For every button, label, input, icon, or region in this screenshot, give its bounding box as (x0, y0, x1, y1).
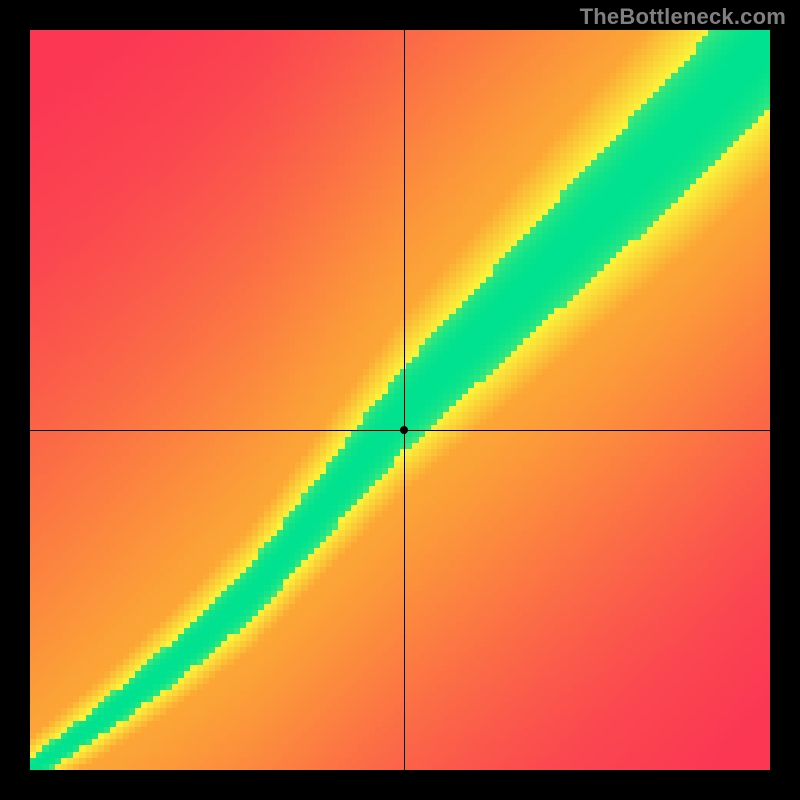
heatmap-plot (30, 30, 770, 770)
heatmap-canvas (30, 30, 770, 770)
data-point-marker (400, 426, 408, 434)
watermark-text: TheBottleneck.com (580, 4, 786, 30)
crosshair-vertical (404, 30, 405, 770)
